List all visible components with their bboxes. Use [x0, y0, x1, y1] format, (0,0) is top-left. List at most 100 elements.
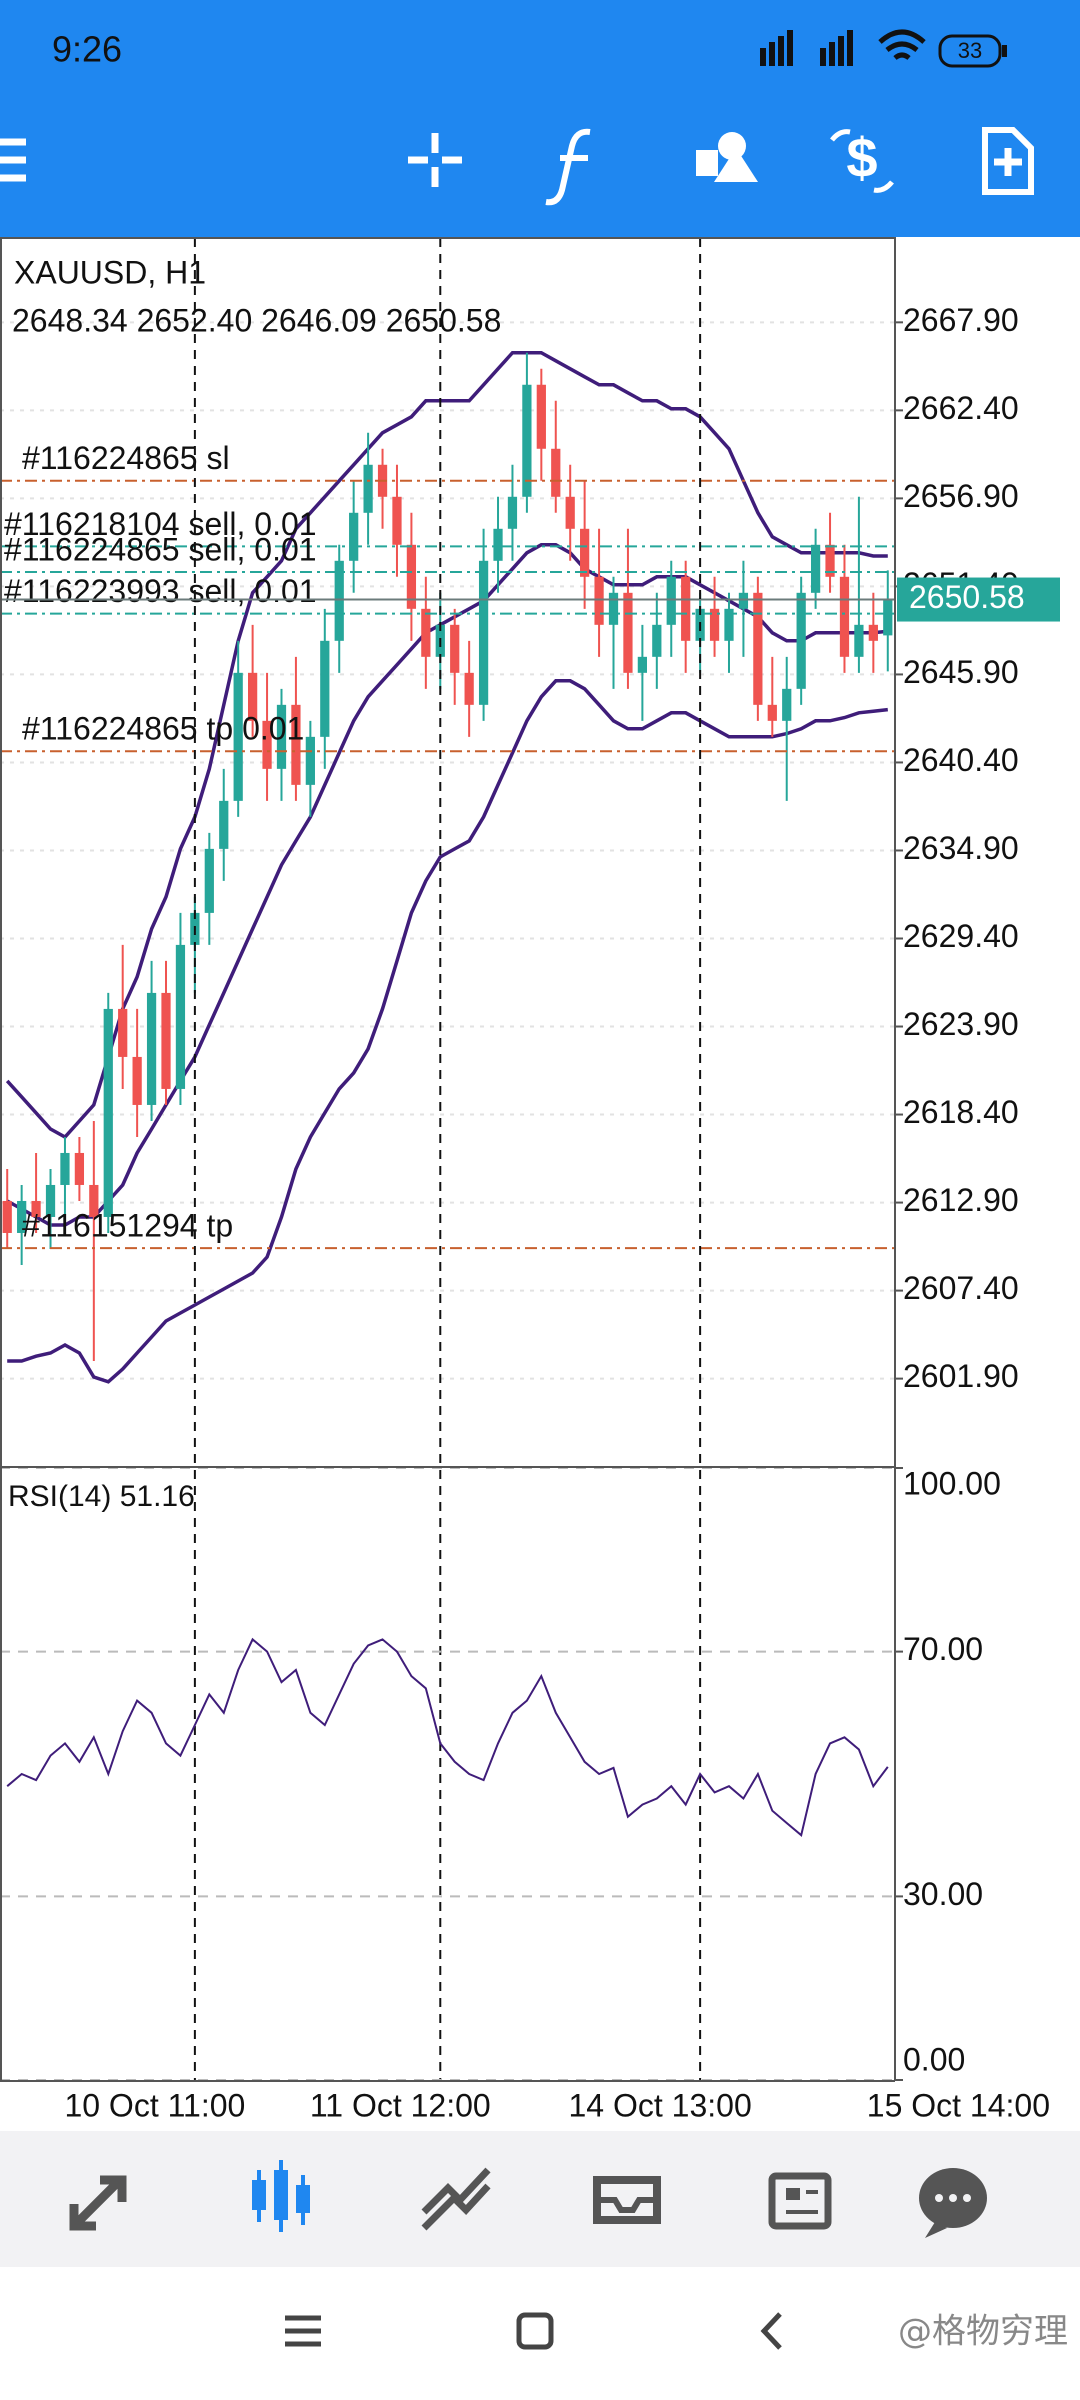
band-lower — [7, 679, 888, 1384]
candle-body — [262, 720, 272, 769]
news-tab[interactable] — [768, 2172, 832, 2230]
y-tick-label: 2601.90 — [903, 1358, 1019, 1394]
toolbar: $ — [0, 126, 1034, 206]
watermark: @格物穷理 — [898, 2312, 1068, 2352]
crosshair-button[interactable] — [408, 133, 462, 187]
candle-body — [349, 512, 359, 561]
candle-body — [724, 608, 734, 641]
y-tick-label: 2667.90 — [903, 302, 1019, 338]
candle-body — [652, 624, 662, 657]
candle-body — [31, 1200, 41, 1217]
new-order-button[interactable] — [982, 127, 1034, 195]
chat-tab[interactable] — [919, 2168, 987, 2238]
candle-body — [594, 576, 604, 625]
candle-body — [60, 1152, 70, 1185]
trade-label: #116224865 sl — [22, 440, 230, 476]
y-tick-label: 2634.90 — [903, 830, 1019, 866]
candle-body — [709, 608, 720, 641]
nav-home[interactable] — [516, 2312, 554, 2350]
candle-body — [276, 704, 287, 769]
candle-body — [825, 544, 835, 577]
candle-body — [320, 640, 330, 737]
candle-body — [17, 1200, 27, 1233]
nav-bar — [285, 2312, 782, 2350]
candle-body — [681, 576, 691, 641]
y-tick-label: 0.00 — [903, 2041, 965, 2077]
battery-level: 33 — [958, 38, 982, 63]
status-time: 9:26 — [52, 29, 122, 70]
candle-body — [753, 592, 763, 705]
candle-body — [868, 624, 878, 641]
chart-tab[interactable] — [252, 2160, 310, 2232]
y-tick-label: 2623.90 — [903, 1006, 1019, 1042]
bottom-toolbar — [0, 2131, 1080, 2267]
y-tick-label: 2656.90 — [903, 478, 1019, 514]
candle-body — [204, 848, 214, 913]
trade-label: #116223993 sell, 0.01 — [4, 573, 317, 609]
rsi-line — [6, 1637, 889, 1838]
candle-body — [450, 624, 460, 673]
candle-body — [839, 576, 850, 657]
app-header — [0, 0, 1080, 237]
trade-tab[interactable] — [421, 2167, 491, 2231]
band-upper — [5, 350, 888, 1140]
nav-back[interactable] — [760, 2312, 782, 2350]
candle-body — [738, 592, 749, 609]
candle-body — [478, 560, 489, 705]
history-tab[interactable] — [593, 2176, 661, 2224]
last-price-label: 2650.58 — [909, 579, 1025, 615]
candle-body — [132, 1056, 142, 1105]
candle-body — [406, 544, 417, 609]
menu-button[interactable] — [0, 138, 26, 182]
quotes-tab[interactable] — [69, 2175, 127, 2231]
candle-body — [363, 464, 373, 513]
candle-body — [175, 944, 186, 1089]
candle-body — [161, 992, 171, 1089]
candle-body — [219, 800, 229, 849]
candle-body — [536, 384, 546, 449]
candle-body — [854, 624, 864, 657]
y-tick-label: 2618.40 — [903, 1094, 1019, 1130]
candle-body — [248, 672, 258, 721]
chart-area — [0, 237, 1080, 2131]
candle-body — [810, 544, 821, 593]
x-tick-label: 11 Oct 12:00 — [310, 2087, 491, 2123]
indicators-button[interactable] — [545, 128, 591, 206]
trade-button[interactable]: $ — [830, 126, 894, 193]
status-icons — [760, 29, 1007, 68]
candle-body — [623, 592, 633, 673]
candle-body — [118, 1008, 128, 1057]
chart: 2667.902662.402656.902651.402645.902640.… — [0, 238, 1060, 2123]
candle-body — [421, 608, 431, 657]
y-tick-label: 100.00 — [903, 1465, 1001, 1501]
candle-body — [796, 592, 806, 689]
candle-body — [305, 736, 315, 785]
y-tick-label: 2645.90 — [903, 654, 1019, 690]
x-tick-label: 14 Oct 13:00 — [569, 2087, 752, 2123]
candle-body — [233, 672, 243, 801]
bottom-tabs — [69, 2160, 987, 2238]
nav-menu[interactable] — [285, 2315, 321, 2347]
candle-body — [637, 656, 647, 673]
candle-body — [89, 1184, 99, 1217]
svg-text:$: $ — [846, 126, 877, 189]
candle-body — [146, 992, 157, 1105]
candle-body — [103, 1008, 113, 1217]
symbol-label: XAUUSD, H1 — [14, 254, 206, 290]
x-tick-label: 10 Oct 11:00 — [64, 2087, 245, 2123]
candle-body — [565, 496, 575, 529]
candle-body — [580, 528, 590, 577]
trade-label: #116224865 sell, 0.01 — [4, 531, 317, 567]
candle-body — [551, 448, 561, 497]
candle-body — [464, 672, 474, 705]
candle-body — [291, 704, 301, 785]
candle-body — [666, 576, 676, 625]
rsi-label: RSI(14) 51.16 — [8, 1480, 195, 1513]
y-tick-label: 2629.40 — [903, 918, 1019, 954]
objects-button[interactable] — [696, 132, 758, 182]
y-tick-label: 30.00 — [903, 1876, 983, 1912]
trade-label: #116224865 tp 0.01 — [22, 711, 304, 747]
candle-body — [522, 384, 532, 497]
